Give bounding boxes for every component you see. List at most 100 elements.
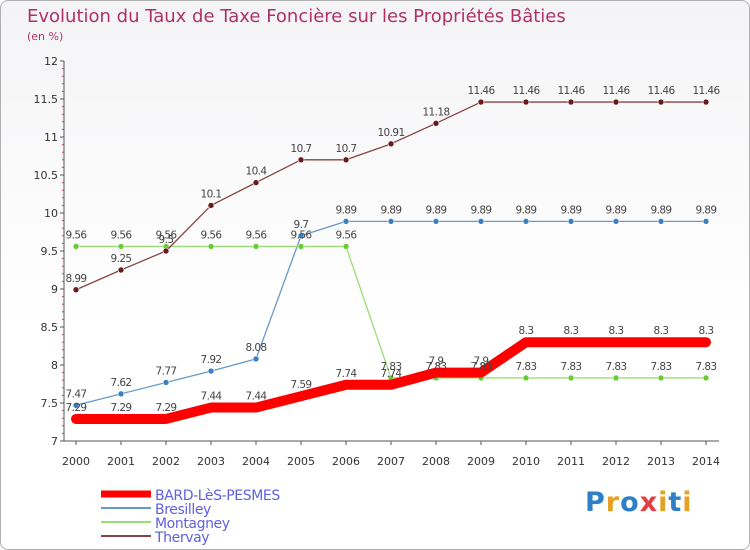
data-label-2: 7.83 — [381, 361, 402, 373]
series-point-0 — [72, 415, 80, 423]
data-label-0: 7.29 — [156, 402, 177, 414]
y-tick-label: 8 — [51, 359, 58, 372]
data-label-0: 7.59 — [291, 379, 312, 391]
series-point-0 — [117, 415, 125, 423]
series-point-0 — [432, 369, 440, 377]
x-tick-label: 2005 — [287, 455, 315, 468]
x-tick-label: 2013 — [647, 455, 675, 468]
x-tick-label: 2010 — [512, 455, 540, 468]
x-tick-label: 2002 — [152, 455, 180, 468]
data-label-3: 11.46 — [557, 85, 585, 97]
x-tick-label: 2006 — [332, 455, 360, 468]
series-point-3 — [72, 286, 80, 294]
legend-label: Bresilley — [155, 502, 211, 518]
logo-letter: r — [605, 487, 621, 518]
series-point-0 — [387, 381, 395, 389]
data-label-0: 7.9 — [429, 356, 444, 368]
series-point-2 — [522, 374, 530, 382]
data-label-0: 7.29 — [66, 402, 87, 414]
data-label-3: 10.1 — [201, 188, 222, 200]
logo-letter: x — [639, 487, 659, 518]
series-point-0 — [657, 338, 665, 346]
series-point-3 — [162, 247, 170, 255]
data-label-2: 7.83 — [606, 361, 627, 373]
chart-unit: (en %) — [27, 30, 64, 43]
data-label-1: 9.89 — [381, 204, 402, 216]
series-point-0 — [252, 404, 260, 412]
series-point-1 — [522, 218, 530, 225]
x-tick-label: 2003 — [197, 455, 225, 468]
data-label-0: 7.29 — [111, 402, 132, 414]
data-label-3: 8.99 — [66, 273, 87, 285]
data-label-1: 9.89 — [426, 204, 447, 216]
series-point-0 — [702, 338, 710, 346]
x-tick-label: 2000 — [62, 455, 90, 468]
series-point-1 — [387, 218, 395, 225]
series-point-3 — [432, 120, 440, 127]
series-point-1 — [117, 390, 125, 398]
series-point-3 — [702, 98, 710, 106]
series-point-0 — [612, 338, 620, 346]
series-point-1 — [297, 232, 305, 240]
series-line-2 — [75, 245, 707, 379]
data-label-3: 11.46 — [692, 85, 720, 97]
x-tick-label: 2007 — [377, 455, 405, 468]
data-label-1: 9.89 — [606, 204, 627, 216]
data-label-1: 8.08 — [246, 342, 267, 354]
series-point-2 — [117, 243, 125, 250]
data-label-2: 7.83 — [471, 361, 492, 373]
series-point-2 — [612, 374, 620, 382]
series-point-1 — [432, 218, 440, 225]
series-point-3 — [297, 156, 305, 164]
data-label-3: 9.25 — [111, 253, 132, 265]
y-tick-label: 9.5 — [41, 245, 59, 258]
series-point-0 — [567, 338, 575, 346]
series-point-3 — [477, 98, 485, 106]
series-point-2 — [252, 243, 260, 250]
y-tick-label: 11.5 — [34, 93, 59, 106]
logo-letter: i — [682, 487, 693, 518]
data-label-2: 7.83 — [426, 361, 447, 373]
series-point-2 — [207, 243, 215, 250]
chart-title: Evolution du Taux de Taxe Foncière sur l… — [27, 6, 566, 27]
data-label-3: 9.5 — [159, 234, 174, 246]
data-label-0: 7.44 — [201, 391, 223, 403]
data-label-2: 9.56 — [291, 229, 313, 241]
series-point-1 — [477, 218, 485, 225]
logo-letter: P — [585, 487, 606, 518]
series-point-2 — [657, 374, 665, 382]
series-point-1 — [207, 367, 215, 375]
series-point-0 — [297, 392, 305, 400]
data-label-1: 7.62 — [111, 377, 132, 389]
data-label-1: 9.89 — [651, 204, 672, 216]
data-label-2: 9.56 — [66, 229, 88, 241]
y-tick-label: 10 — [44, 207, 58, 220]
series-point-2 — [342, 243, 350, 250]
x-tick-label: 2012 — [602, 455, 630, 468]
logo-letter: t — [668, 487, 683, 518]
series-point-2 — [567, 374, 575, 382]
series-point-2 — [72, 243, 80, 250]
x-tick-label: 2001 — [107, 455, 135, 468]
data-label-0: 7.44 — [246, 391, 268, 403]
data-label-1: 7.47 — [66, 388, 87, 400]
data-label-0: 8.3 — [609, 325, 624, 337]
x-tick-label: 2009 — [467, 455, 495, 468]
y-tick-label: 7.5 — [41, 397, 59, 410]
data-label-3: 11.18 — [422, 106, 449, 118]
logo-letter: o — [620, 487, 640, 518]
series-point-1 — [567, 218, 575, 225]
data-label-2: 9.56 — [201, 229, 223, 241]
x-tick-label: 2014 — [692, 455, 720, 468]
data-label-0: 8.3 — [519, 325, 534, 337]
x-tick-label: 2008 — [422, 455, 450, 468]
series-point-1 — [342, 218, 350, 225]
data-label-1: 9.7 — [294, 219, 309, 231]
series-point-1 — [72, 401, 80, 409]
series-point-3 — [342, 156, 350, 164]
data-label-0: 8.3 — [564, 325, 579, 337]
series-point-3 — [612, 98, 620, 106]
logo-letter: i — [658, 487, 669, 518]
series-point-3 — [252, 179, 260, 186]
data-label-3: 11.46 — [512, 85, 540, 97]
